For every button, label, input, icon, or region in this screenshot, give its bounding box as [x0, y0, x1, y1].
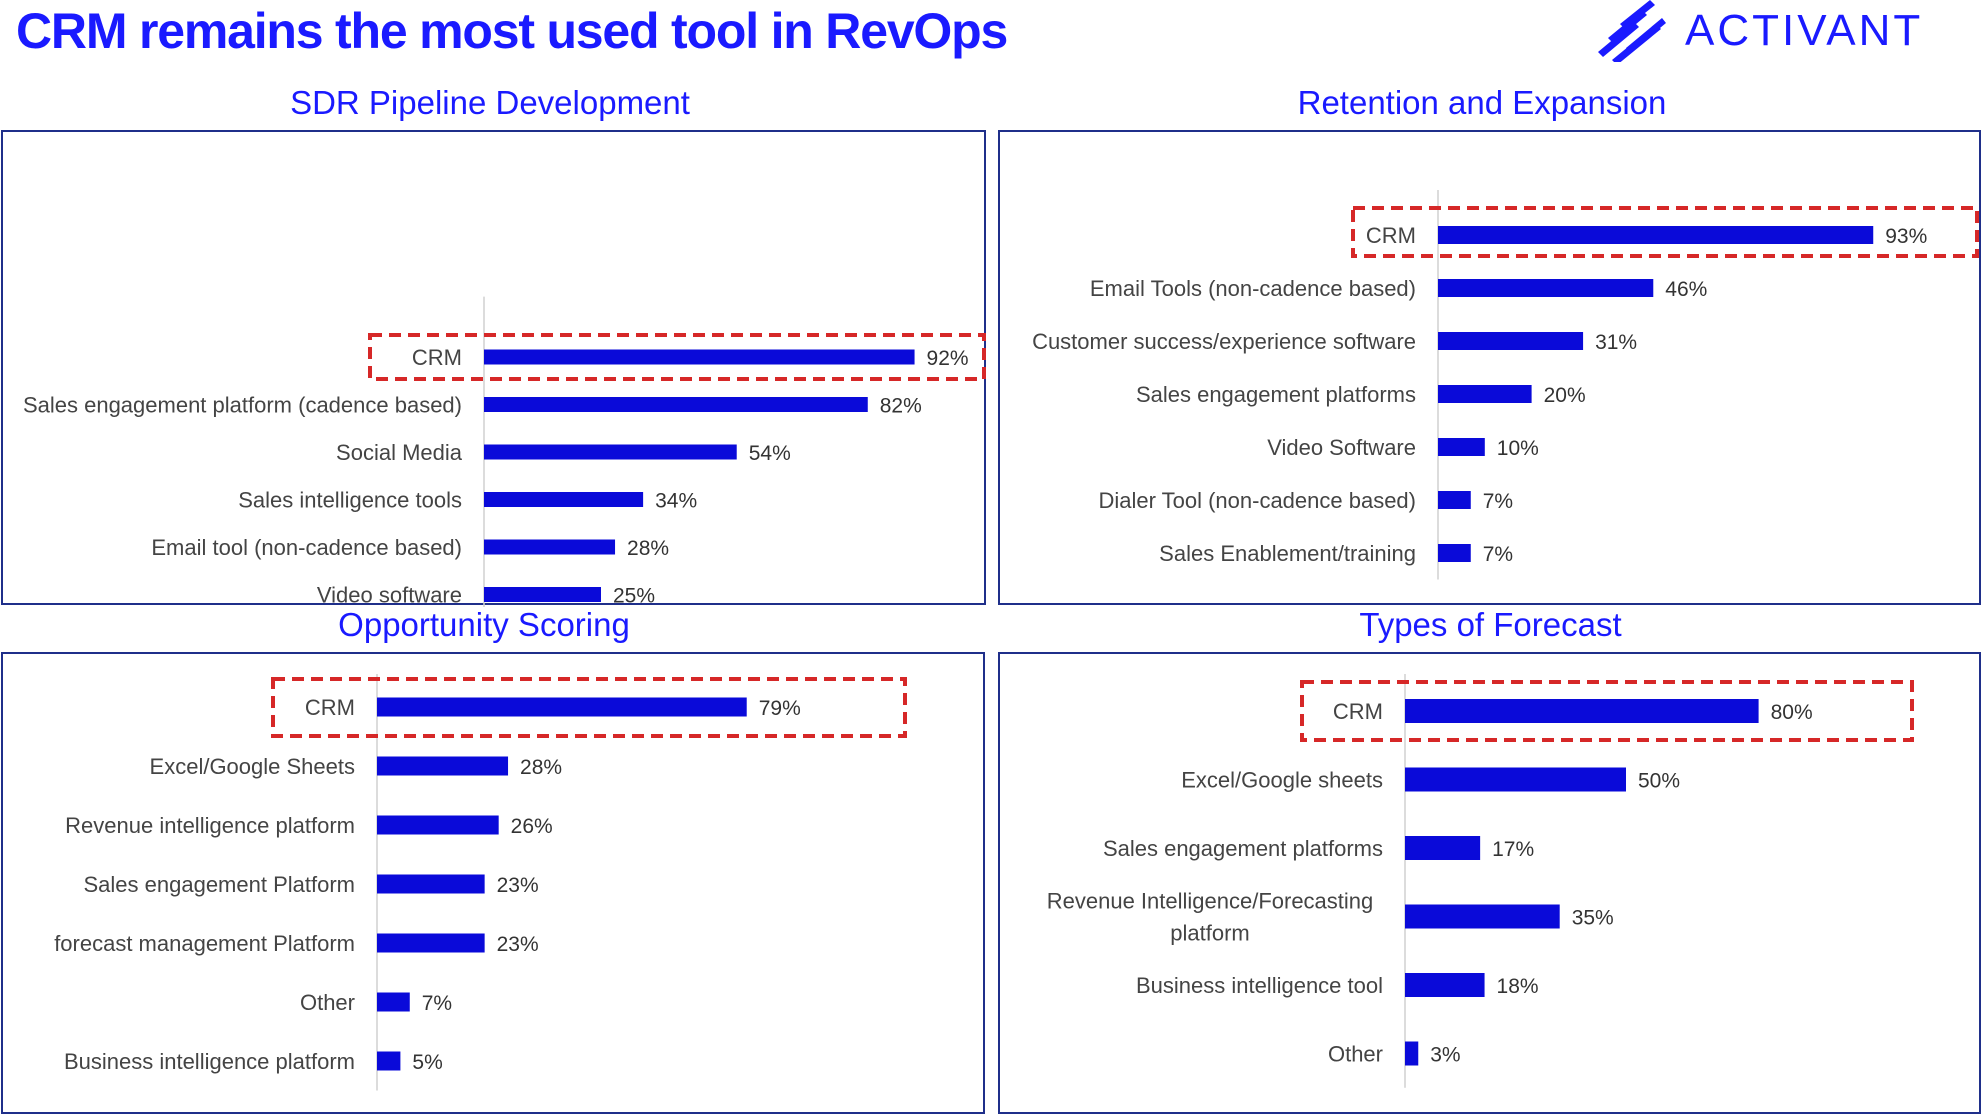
crm-highlight-box [368, 333, 986, 381]
category-label: Revenue intelligence platform [65, 813, 355, 838]
chart-panel-opportunity: 79% CRM 28% Excel/Google Sheets 26% Revenue i… [1, 652, 985, 1114]
panel-title-forecast: Types of Forecast [1359, 606, 1622, 643]
category-label: Email Tools (non-cadence based) [1090, 276, 1416, 301]
category-label: Video Software [1267, 435, 1416, 460]
bar [377, 992, 410, 1012]
data-label: 18% [1497, 975, 1539, 998]
bar [377, 697, 747, 717]
crm-highlight-box [271, 677, 907, 738]
bar [377, 815, 499, 835]
data-label: 54% [749, 442, 791, 465]
bar [484, 349, 915, 365]
data-label: 50% [1638, 770, 1680, 793]
bar [1405, 1041, 1419, 1066]
bar [1438, 385, 1532, 403]
category-label: Sales engagement platform (cadence based… [23, 393, 462, 418]
logo-stripes-icon [1598, 0, 1666, 62]
data-label: 17% [1492, 838, 1534, 861]
category-label: Social Media [336, 440, 463, 465]
category-label: Video software [317, 583, 462, 608]
bar [484, 492, 644, 507]
bar [1438, 332, 1584, 350]
data-label: 34% [655, 490, 697, 513]
data-label: 46% [1665, 278, 1707, 301]
bar [377, 874, 485, 894]
bar [1438, 544, 1471, 562]
data-label: 31% [1595, 331, 1637, 354]
category-label: Other [300, 990, 355, 1015]
category-label: forecast management Platform [54, 931, 355, 956]
chart-sdr: 92% CRM 82% Sales engagement platform (cade… [23, 296, 986, 608]
bar [377, 1051, 401, 1071]
data-label: 23% [497, 874, 539, 897]
category-label: CRM [412, 345, 462, 370]
bar [1438, 438, 1485, 456]
chart-retention: 93% CRM 46% Email Tools (non-cadence based)… [1032, 189, 1979, 580]
data-label: 3% [1430, 1044, 1460, 1067]
category-label: Sales Enablement/training [1159, 541, 1416, 566]
data-label: 7% [1483, 543, 1513, 566]
panel-title-retention: Retention and Expansion [1297, 84, 1667, 121]
category-label: Excel/Google Sheets [150, 754, 355, 779]
bar [484, 539, 616, 555]
category-label: Sales engagement platforms [1136, 382, 1416, 407]
logo-text: ACTIVANT [1685, 6, 1924, 55]
crm-highlight-box [1300, 680, 1914, 742]
chart-panel-sdr: 92% CRM 82% Sales engagement platform (cade… [1, 130, 986, 608]
chart-panel-retention: 93% CRM 46% Email Tools (non-cadence based)… [998, 130, 1981, 605]
data-label: 10% [1497, 437, 1539, 460]
data-label: 26% [511, 815, 553, 838]
data-label: 7% [422, 992, 452, 1015]
data-label: 35% [1572, 907, 1614, 930]
activant-logo: ACTIVANT [1590, 0, 1970, 62]
data-label: 5% [412, 1051, 442, 1074]
data-label: 92% [927, 347, 969, 370]
chart-forecast: 80% CRM 50% Excel/Google sheets 17% Sales eng… [1047, 674, 1914, 1088]
bar [1438, 491, 1471, 509]
bar [484, 397, 868, 412]
category-label: CRM [1333, 699, 1383, 724]
crm-highlight-box [1351, 206, 1979, 258]
category-label: Other [1328, 1042, 1383, 1067]
category-label: Sales engagement Platform [84, 872, 356, 897]
category-label: Customer success/experience software [1032, 329, 1416, 354]
category-label: CRM [1366, 223, 1416, 248]
bar [1405, 973, 1485, 997]
panel-title-opportunity: Opportunity Scoring [338, 606, 630, 643]
data-label: 23% [497, 933, 539, 956]
data-label: 28% [520, 756, 562, 779]
data-label: 80% [1771, 701, 1813, 724]
category-label: Sales engagement platforms [1103, 836, 1383, 861]
category-label: Revenue Intelligence/Forecasting platform [1047, 889, 1374, 946]
data-label: 7% [1483, 490, 1513, 513]
bar [1405, 699, 1759, 723]
category-label: Business intelligence platform [64, 1049, 355, 1074]
bar [1405, 767, 1626, 792]
category-label: Excel/Google sheets [1181, 768, 1383, 793]
category-label: Email tool (non-cadence based) [151, 535, 462, 560]
bar [1405, 904, 1560, 929]
data-label: 28% [627, 537, 669, 560]
category-label: Sales intelligence tools [238, 488, 462, 513]
bar [1438, 279, 1654, 297]
chart-opportunity: 79% CRM 28% Excel/Google Sheets 26% Revenue i… [54, 674, 907, 1091]
chart-panel-forecast: 80% CRM 50% Excel/Google sheets 17% Sales eng… [998, 652, 1981, 1114]
bar [484, 587, 601, 602]
page-title: CRM remains the most used tool in RevOps [16, 3, 1008, 59]
bar [1438, 226, 1874, 244]
data-label: 25% [613, 585, 655, 608]
bar [1405, 836, 1481, 860]
panel-title-sdr: SDR Pipeline Development [290, 84, 690, 121]
data-label: 79% [759, 697, 801, 720]
bar [484, 444, 737, 460]
data-label: 82% [880, 395, 922, 418]
data-label: 20% [1544, 384, 1586, 407]
category-label: CRM [305, 695, 355, 720]
data-label: 93% [1885, 225, 1927, 248]
bar [377, 756, 509, 776]
category-label: Business intelligence tool [1136, 973, 1383, 998]
category-label: Dialer Tool (non-cadence based) [1098, 488, 1416, 513]
bar [377, 933, 485, 953]
